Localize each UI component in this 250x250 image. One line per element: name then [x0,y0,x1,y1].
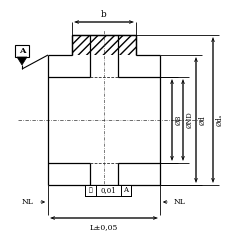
Text: NL: NL [22,198,34,206]
Text: L±0,05: L±0,05 [90,223,118,231]
Text: NL: NL [174,198,186,206]
Bar [72,35,136,55]
Text: ØB: ØB [175,115,183,125]
Text: A: A [19,47,25,55]
Text: 0,01: 0,01 [100,186,116,194]
Bar [121,184,131,196]
Text: ØND: ØND [186,112,194,128]
Bar [15,45,29,57]
Text: Ødₐ: Ødₐ [216,114,224,126]
Text: b: b [101,10,107,19]
Text: Ød: Ød [199,115,207,125]
Bar [85,184,131,196]
Bar [85,184,96,196]
Polygon shape [17,57,27,65]
Text: ⌒: ⌒ [88,187,92,193]
Text: A: A [124,186,128,194]
